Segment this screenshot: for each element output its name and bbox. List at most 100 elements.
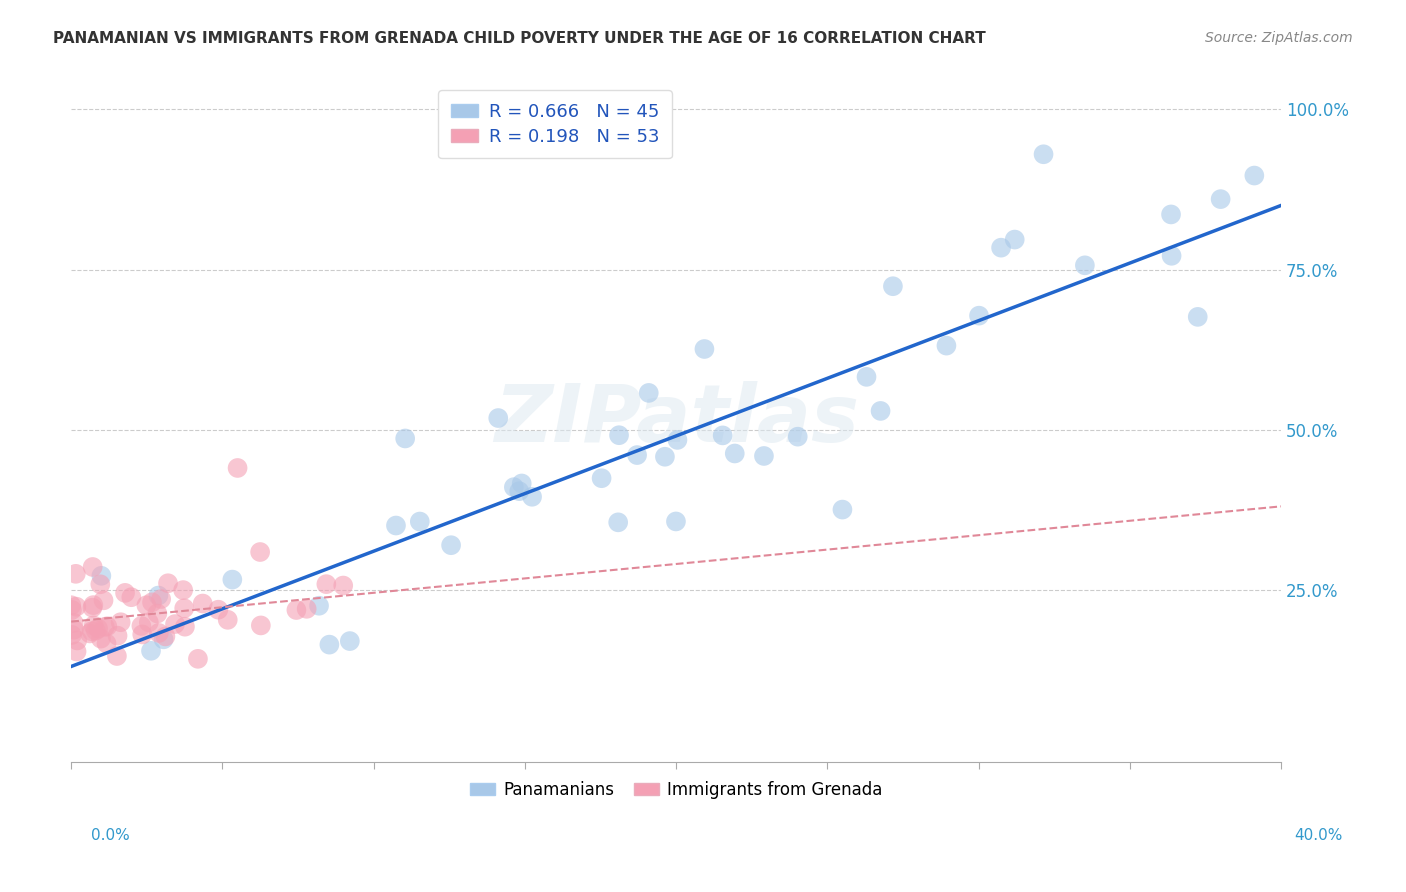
Point	[107, 629, 129, 643]
Point	[131, 627, 153, 641]
Point	[440, 538, 463, 552]
Point	[1160, 207, 1182, 221]
Point	[63, 623, 86, 637]
Point	[967, 309, 990, 323]
Point	[409, 515, 432, 529]
Point	[172, 583, 194, 598]
Point	[1074, 258, 1097, 272]
Point	[502, 480, 524, 494]
Point	[120, 591, 142, 605]
Point	[226, 461, 249, 475]
Point	[66, 633, 89, 648]
Point	[724, 446, 747, 460]
Point	[131, 619, 153, 633]
Point	[150, 592, 173, 607]
Point	[607, 516, 630, 530]
Point	[607, 428, 630, 442]
Point	[249, 545, 271, 559]
Point	[1187, 310, 1209, 324]
Point	[394, 432, 416, 446]
Point	[84, 624, 107, 638]
Point	[82, 598, 104, 612]
Text: ZIPatlas: ZIPatlas	[494, 381, 859, 459]
Point	[89, 577, 111, 591]
Point	[786, 430, 808, 444]
Point	[148, 626, 170, 640]
Point	[163, 617, 186, 632]
Point	[666, 433, 689, 447]
Point	[385, 518, 408, 533]
Point	[637, 385, 659, 400]
Point	[138, 615, 160, 630]
Point	[110, 615, 132, 630]
Point	[1032, 147, 1054, 161]
Point	[990, 241, 1012, 255]
Point	[105, 648, 128, 663]
Point	[339, 634, 361, 648]
Point	[83, 618, 105, 632]
Point	[207, 603, 229, 617]
Point	[65, 566, 87, 581]
Point	[318, 638, 340, 652]
Point	[217, 613, 239, 627]
Text: 40.0%: 40.0%	[1295, 829, 1343, 843]
Point	[626, 448, 648, 462]
Point	[96, 636, 118, 650]
Point	[510, 476, 533, 491]
Point	[114, 586, 136, 600]
Point	[65, 599, 87, 614]
Text: PANAMANIAN VS IMMIGRANTS FROM GRENADA CHILD POVERTY UNDER THE AGE OF 16 CORRELAT: PANAMANIAN VS IMMIGRANTS FROM GRENADA CH…	[53, 31, 986, 46]
Point	[332, 578, 354, 592]
Point	[591, 471, 613, 485]
Point	[221, 573, 243, 587]
Point	[94, 620, 117, 634]
Point	[79, 626, 101, 640]
Point	[146, 607, 169, 621]
Point	[935, 338, 957, 352]
Point	[152, 632, 174, 647]
Point	[693, 342, 716, 356]
Point	[520, 490, 543, 504]
Point	[62, 615, 84, 630]
Point	[665, 515, 688, 529]
Text: Source: ZipAtlas.com: Source: ZipAtlas.com	[1205, 31, 1353, 45]
Point	[1209, 192, 1232, 206]
Point	[486, 411, 509, 425]
Point	[65, 644, 87, 658]
Point	[80, 624, 103, 639]
Point	[855, 369, 877, 384]
Point	[654, 450, 676, 464]
Point	[882, 279, 904, 293]
Point	[60, 603, 83, 617]
Point	[869, 404, 891, 418]
Point	[139, 644, 162, 658]
Point	[315, 577, 337, 591]
Point	[90, 569, 112, 583]
Point	[174, 620, 197, 634]
Point	[135, 599, 157, 613]
Point	[82, 600, 104, 615]
Point	[1004, 233, 1026, 247]
Point	[148, 589, 170, 603]
Point	[155, 629, 177, 643]
Point	[191, 597, 214, 611]
Point	[711, 428, 734, 442]
Point	[187, 652, 209, 666]
Point	[141, 595, 163, 609]
Point	[831, 502, 853, 516]
Point	[1243, 169, 1265, 183]
Point	[250, 618, 273, 632]
Point	[87, 622, 110, 636]
Point	[60, 599, 83, 613]
Point	[295, 602, 318, 616]
Point	[508, 484, 530, 499]
Point	[308, 599, 330, 613]
Point	[60, 628, 83, 642]
Point	[157, 576, 180, 591]
Legend: Panamanians, Immigrants from Grenada: Panamanians, Immigrants from Grenada	[463, 774, 889, 805]
Point	[173, 601, 195, 615]
Point	[752, 449, 775, 463]
Point	[285, 603, 308, 617]
Point	[82, 560, 104, 574]
Point	[90, 632, 112, 646]
